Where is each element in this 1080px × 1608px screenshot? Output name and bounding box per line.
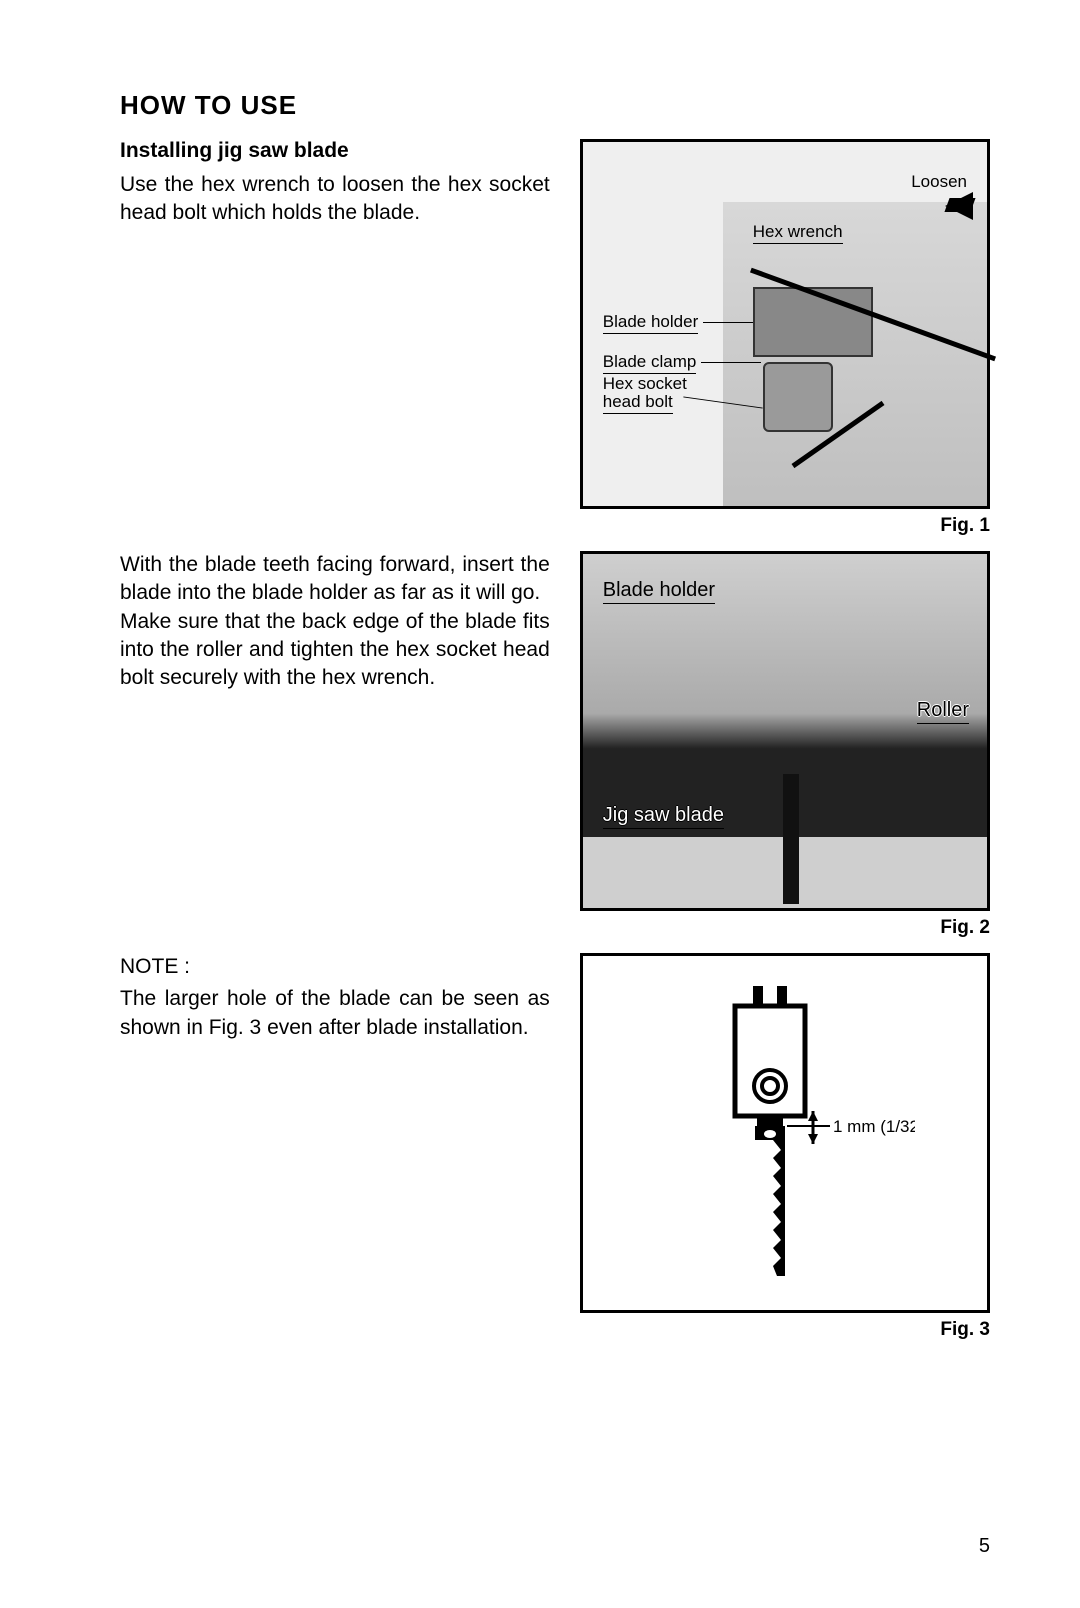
fig1-label-hex-wrench: Hex wrench — [753, 222, 843, 244]
subheading-installing: Installing jig saw blade — [120, 139, 550, 163]
fig2-label-blade-holder: Blade holder — [603, 579, 715, 604]
fig2-label-jig-saw-blade: Jig saw blade — [603, 804, 724, 829]
fig1-leader-1 — [703, 322, 753, 323]
para-3: The larger hole of the blade can be seen… — [120, 985, 550, 1042]
fig3-dimension-text: 1 mm (1/32") — [833, 1117, 915, 1136]
fig1-label-hex-socket-l2: head bolt — [603, 392, 673, 414]
figure-2-col: Blade holder Roller Jig saw blade Fig. 2 — [580, 551, 990, 939]
figure-1-col: Loosen Hex wrench Blade holder Blade cla… — [580, 139, 990, 537]
para-1: Use the hex wrench to loosen the hex soc… — [120, 171, 550, 228]
row-3: NOTE : The larger hole of the blade can … — [120, 953, 990, 1341]
fig1-label-loosen: Loosen — [911, 172, 967, 192]
text-col-1: Installing jig saw blade Use the hex wre… — [120, 139, 550, 537]
figure-2: Blade holder Roller Jig saw blade — [580, 551, 990, 911]
section-heading: HOW TO USE — [120, 90, 990, 121]
figure-1-caption: Fig. 1 — [580, 515, 990, 537]
fig1-label-blade-clamp: Blade clamp — [603, 352, 697, 374]
figure-3-caption: Fig. 3 — [580, 1319, 990, 1341]
fig1-label-blade-holder: Blade holder — [603, 312, 698, 334]
fig1-blade-holder-shape — [753, 287, 873, 357]
manual-page: HOW TO USE Installing jig saw blade Use … — [0, 0, 1080, 1608]
figure-3: 1 mm (1/32") — [580, 953, 990, 1313]
note-label: NOTE : — [120, 953, 550, 981]
fig1-label-hex-socket-l1: Hex socket — [603, 374, 687, 394]
figure-1: Loosen Hex wrench Blade holder Blade cla… — [580, 139, 990, 509]
row-2: With the blade teeth facing forward, ins… — [120, 551, 990, 939]
fig3-diagram: 1 mm (1/32") — [655, 976, 915, 1296]
text-col-3: NOTE : The larger hole of the blade can … — [120, 953, 550, 1341]
para-2: With the blade teeth facing forward, ins… — [120, 551, 550, 693]
text-col-2: With the blade teeth facing forward, ins… — [120, 551, 550, 939]
fig1-loosen-arrow-icon — [945, 192, 973, 220]
figure-2-caption: Fig. 2 — [580, 917, 990, 939]
row-1: Installing jig saw blade Use the hex wre… — [120, 139, 990, 537]
page-number: 5 — [979, 1535, 990, 1558]
figure-3-col: 1 mm (1/32") Fig. 3 — [580, 953, 990, 1341]
fig2-label-roller: Roller — [917, 699, 969, 724]
fig1-blade-clamp-shape — [763, 362, 833, 432]
fig1-leader-2 — [701, 362, 761, 363]
fig2-blade-shape — [783, 774, 799, 904]
